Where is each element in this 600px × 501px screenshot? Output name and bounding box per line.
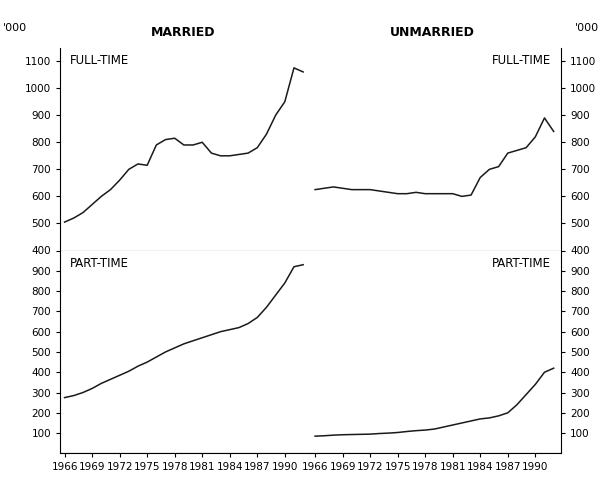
Text: '000: '000 [3, 23, 27, 33]
Text: FULL-TIME: FULL-TIME [70, 54, 129, 67]
Text: PART-TIME: PART-TIME [70, 257, 129, 270]
Text: UNMARRIED: UNMARRIED [389, 26, 475, 39]
Text: PART-TIME: PART-TIME [492, 257, 551, 270]
Text: MARRIED: MARRIED [151, 26, 215, 39]
Text: FULL-TIME: FULL-TIME [492, 54, 551, 67]
Text: '000: '000 [575, 23, 599, 33]
